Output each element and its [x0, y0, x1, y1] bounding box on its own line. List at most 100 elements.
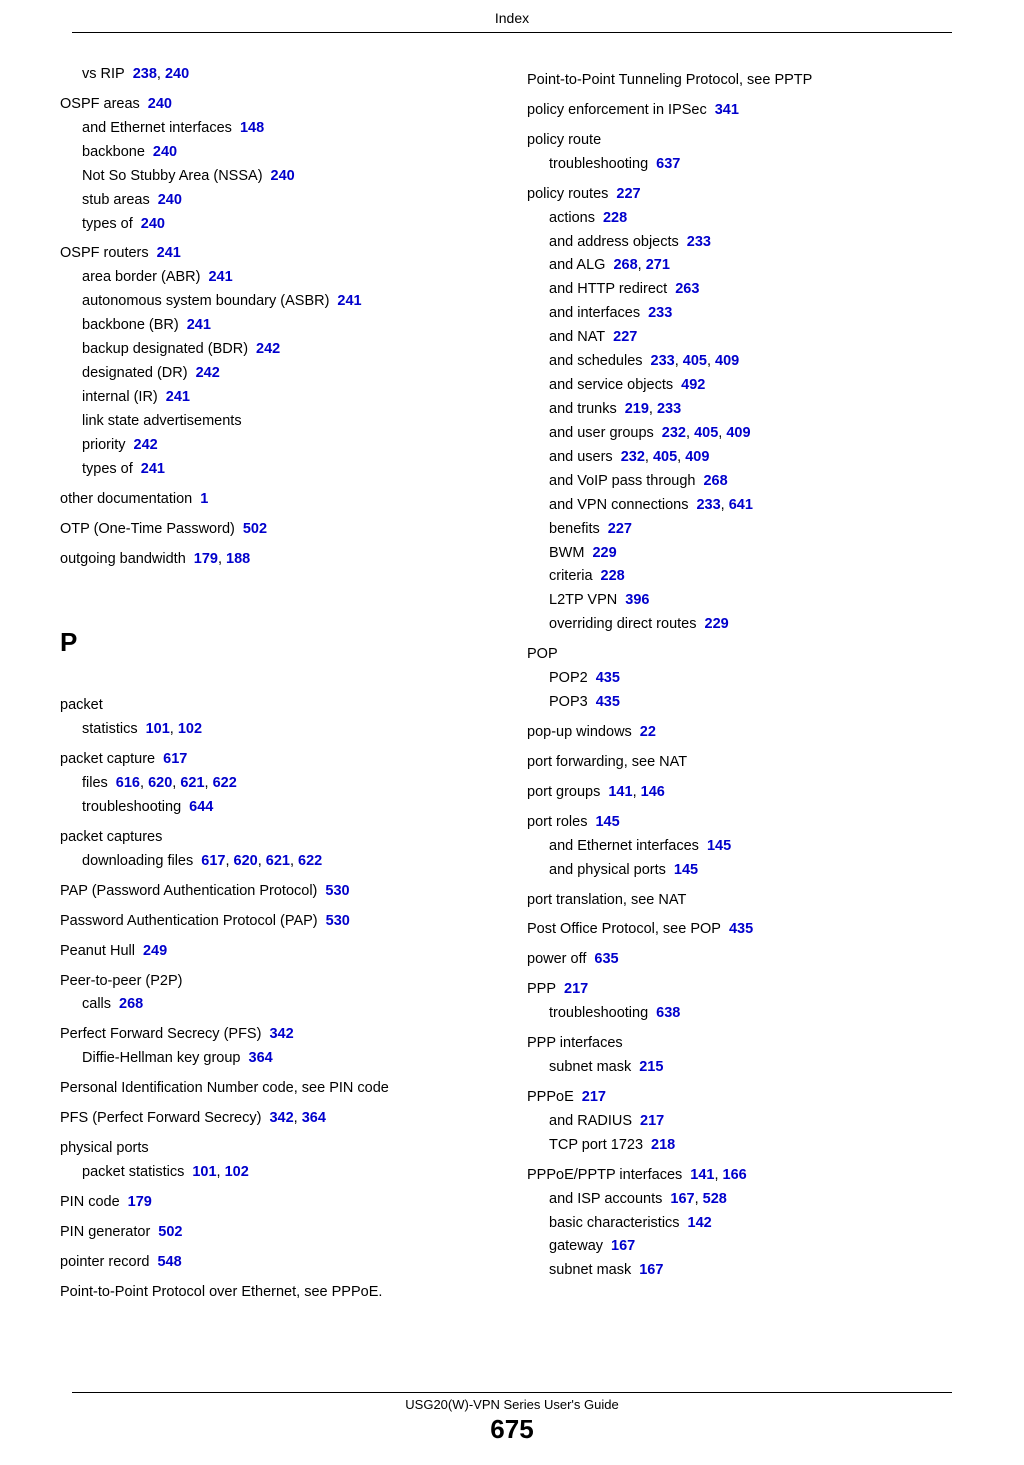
page-link[interactable]: 232: [662, 425, 686, 441]
page-link[interactable]: 548: [157, 1254, 181, 1270]
page-link[interactable]: 238: [133, 66, 157, 82]
page-link[interactable]: 228: [601, 568, 625, 584]
page-link[interactable]: 268: [119, 996, 143, 1012]
page-link[interactable]: 217: [640, 1113, 664, 1129]
page-link[interactable]: 229: [705, 616, 729, 632]
page-link[interactable]: 227: [616, 186, 640, 202]
page-link[interactable]: 1: [200, 491, 208, 507]
page-link[interactable]: 617: [163, 751, 187, 767]
page-link[interactable]: 405: [683, 353, 707, 369]
page-link[interactable]: 364: [249, 1050, 273, 1066]
page-link[interactable]: 530: [325, 883, 349, 899]
page-link[interactable]: 101: [146, 721, 170, 737]
page-link[interactable]: 364: [302, 1110, 326, 1126]
page-link[interactable]: 167: [670, 1191, 694, 1207]
page-link[interactable]: 188: [226, 551, 250, 567]
page-link[interactable]: 167: [639, 1262, 663, 1278]
page-link[interactable]: 502: [243, 521, 267, 537]
page-link[interactable]: 620: [148, 775, 172, 791]
page-link[interactable]: 148: [240, 120, 264, 136]
page-link[interactable]: 242: [256, 341, 280, 357]
page-link[interactable]: 644: [189, 799, 213, 815]
page-link[interactable]: 233: [657, 401, 681, 417]
page-link[interactable]: 435: [596, 670, 620, 686]
page-link[interactable]: 621: [180, 775, 204, 791]
page-link[interactable]: 342: [269, 1026, 293, 1042]
page-link[interactable]: 233: [651, 353, 675, 369]
page-link[interactable]: 268: [613, 257, 637, 273]
page-link[interactable]: 528: [703, 1191, 727, 1207]
page-link[interactable]: 341: [715, 102, 739, 118]
page-link[interactable]: 102: [178, 721, 202, 737]
page-link[interactable]: 621: [266, 853, 290, 869]
page-link[interactable]: 405: [653, 449, 677, 465]
page-link[interactable]: 240: [141, 216, 165, 232]
page-link[interactable]: 435: [596, 694, 620, 710]
page-link[interactable]: 241: [166, 389, 190, 405]
page-link[interactable]: 396: [625, 592, 649, 608]
page-link[interactable]: 241: [187, 317, 211, 333]
page-link[interactable]: 179: [194, 551, 218, 567]
page-link[interactable]: 241: [141, 461, 165, 477]
page-link[interactable]: 228: [603, 210, 627, 226]
page-link[interactable]: 232: [621, 449, 645, 465]
page-link[interactable]: 409: [715, 353, 739, 369]
page-link[interactable]: 22: [640, 724, 656, 740]
page-link[interactable]: 641: [729, 497, 753, 513]
page-link[interactable]: 241: [337, 293, 361, 309]
page-link[interactable]: 249: [143, 943, 167, 959]
page-link[interactable]: 242: [196, 365, 220, 381]
page-link[interactable]: 241: [157, 245, 181, 261]
page-link[interactable]: 227: [613, 329, 637, 345]
page-link[interactable]: 342: [269, 1110, 293, 1126]
page-link[interactable]: 268: [703, 473, 727, 489]
page-link[interactable]: 530: [326, 913, 350, 929]
page-link[interactable]: 263: [675, 281, 699, 297]
page-link[interactable]: 409: [685, 449, 709, 465]
page-link[interactable]: 218: [651, 1137, 675, 1153]
page-link[interactable]: 166: [723, 1167, 747, 1183]
page-link[interactable]: 638: [656, 1005, 680, 1021]
page-link[interactable]: 637: [656, 156, 680, 172]
page-link[interactable]: 502: [158, 1224, 182, 1240]
page-link[interactable]: 620: [234, 853, 258, 869]
page-link[interactable]: 145: [595, 814, 619, 830]
page-link[interactable]: 167: [611, 1238, 635, 1254]
page-link[interactable]: 145: [707, 838, 731, 854]
page-link[interactable]: 142: [688, 1215, 712, 1231]
page-link[interactable]: 271: [646, 257, 670, 273]
index-entry-text: pop-up windows: [527, 724, 632, 740]
page-link[interactable]: 145: [674, 862, 698, 878]
page-link[interactable]: 240: [153, 144, 177, 160]
page-link[interactable]: 635: [594, 951, 618, 967]
page-link[interactable]: 241: [208, 269, 232, 285]
page-link[interactable]: 217: [564, 981, 588, 997]
page-link[interactable]: 215: [639, 1059, 663, 1075]
page-link[interactable]: 435: [729, 921, 753, 937]
page-link[interactable]: 617: [201, 853, 225, 869]
page-link[interactable]: 146: [641, 784, 665, 800]
page-link[interactable]: 492: [681, 377, 705, 393]
page-link[interactable]: 229: [592, 545, 616, 561]
page-link[interactable]: 240: [271, 168, 295, 184]
page-link[interactable]: 179: [128, 1194, 152, 1210]
page-link[interactable]: 101: [192, 1164, 216, 1180]
page-link[interactable]: 622: [213, 775, 237, 791]
page-link[interactable]: 240: [148, 96, 172, 112]
page-link[interactable]: 240: [165, 66, 189, 82]
page-link[interactable]: 227: [608, 521, 632, 537]
page-link[interactable]: 219: [625, 401, 649, 417]
page-link[interactable]: 242: [134, 437, 158, 453]
page-link[interactable]: 102: [225, 1164, 249, 1180]
page-link[interactable]: 616: [116, 775, 140, 791]
page-link[interactable]: 217: [582, 1089, 606, 1105]
page-link[interactable]: 405: [694, 425, 718, 441]
page-link[interactable]: 141: [608, 784, 632, 800]
page-link[interactable]: 240: [158, 192, 182, 208]
page-link[interactable]: 233: [648, 305, 672, 321]
page-link[interactable]: 409: [726, 425, 750, 441]
page-link[interactable]: 233: [687, 234, 711, 250]
page-link[interactable]: 622: [298, 853, 322, 869]
page-link[interactable]: 233: [696, 497, 720, 513]
page-link[interactable]: 141: [690, 1167, 714, 1183]
